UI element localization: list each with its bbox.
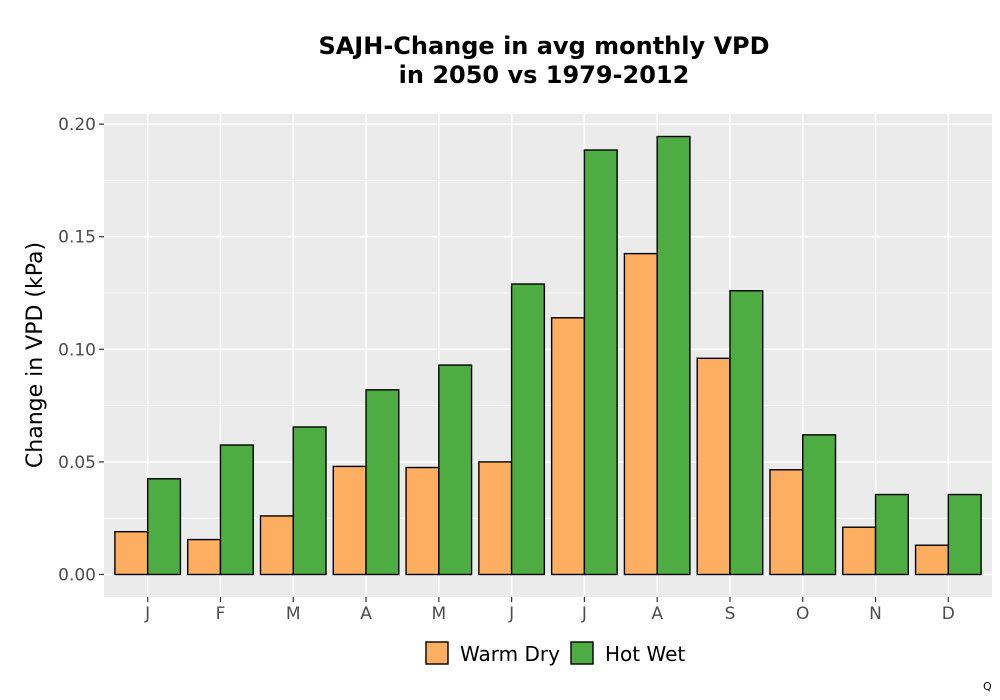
x-tick-label: A: [651, 604, 663, 624]
bar-hot-wet: [583, 149, 618, 576]
bar-hot-wet: [729, 290, 764, 576]
y-axis-title: Change in VPD (kPa): [23, 242, 48, 468]
bars: [114, 135, 982, 576]
bar-hot-wet: [510, 283, 546, 576]
bar-warm-dry: [187, 538, 222, 576]
bar-hot-wet: [438, 364, 473, 576]
x-tick-label: M: [286, 604, 301, 624]
y-axis-ticks: 0.00 0.05 0.10 0.15 0.20: [58, 115, 104, 585]
bar-hot-wet: [802, 434, 837, 576]
corner-mark: Q: [983, 680, 992, 693]
legend: Warm Dry Hot Wet: [425, 641, 685, 666]
legend-label: Warm Dry: [460, 642, 560, 666]
bar-warm-dry: [842, 526, 877, 576]
bar-warm-dry: [114, 530, 149, 576]
y-tick-label: 0.05: [58, 453, 96, 473]
x-tick-label: F: [216, 604, 226, 624]
x-tick-label: J: [144, 604, 150, 624]
x-tick-label: D: [942, 604, 955, 624]
bar-warm-dry: [623, 252, 658, 576]
chart-title-line2: in 2050 vs 1979-2012: [399, 61, 690, 89]
chart-title-line1: SAJH-Change in avg monthly VPD: [318, 32, 769, 60]
bar-warm-dry: [405, 466, 440, 576]
y-tick-label: 0.10: [58, 340, 96, 360]
legend-swatch: [425, 641, 449, 665]
bar-warm-dry: [259, 515, 294, 576]
bar-warm-dry: [696, 357, 731, 576]
bar-hot-wet: [292, 426, 327, 576]
bar-hot-wet: [947, 493, 982, 576]
y-tick-label: 0.20: [58, 115, 96, 135]
bar-hot-wet: [146, 478, 182, 576]
x-tick-label: S: [725, 604, 736, 624]
x-tick-label: J: [581, 604, 587, 624]
bar-hot-wet: [874, 493, 909, 576]
y-tick-label: 0.15: [58, 228, 96, 248]
legend-swatch: [570, 641, 594, 665]
x-tick-label: M: [431, 604, 446, 624]
bar-warm-dry: [914, 544, 950, 576]
bar-warm-dry: [478, 461, 513, 576]
x-tick-label: J: [508, 604, 514, 624]
bar-hot-wet: [365, 389, 400, 576]
y-tick-label: 0.00: [58, 565, 96, 585]
x-tick-label: N: [869, 604, 882, 624]
legend-label: Hot Wet: [605, 642, 685, 666]
x-tick-label: A: [360, 604, 372, 624]
x-tick-label: O: [796, 604, 809, 624]
bar-warm-dry: [769, 469, 804, 576]
bar-hot-wet: [656, 135, 691, 576]
bar-warm-dry: [332, 465, 367, 576]
bar-hot-wet: [219, 444, 254, 576]
bar-warm-dry: [550, 317, 586, 576]
